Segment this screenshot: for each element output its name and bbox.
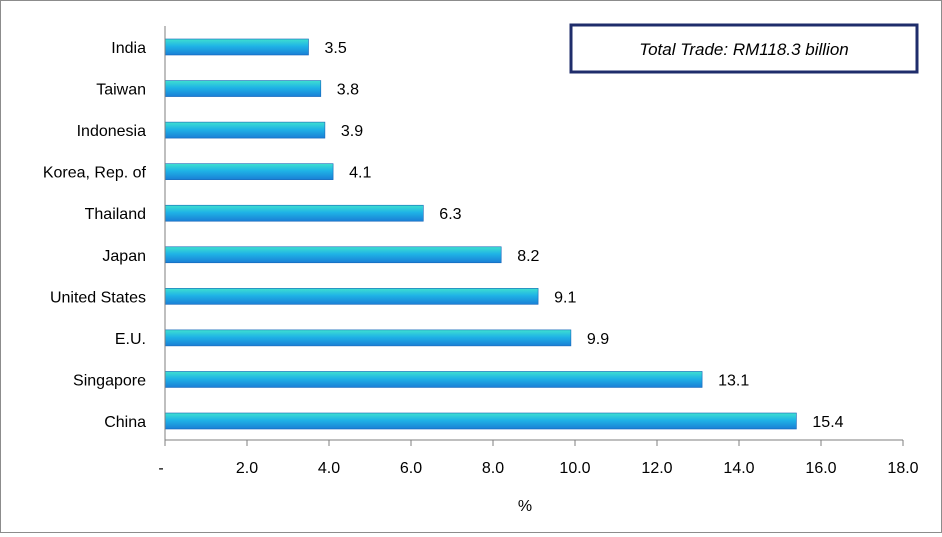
x-tick-label: 18.0: [887, 460, 918, 477]
category-label: China: [104, 414, 146, 431]
category-label: Singapore: [73, 372, 146, 389]
x-tick-label: 10.0: [559, 460, 590, 477]
bar: [164, 329, 572, 347]
category-label: Taiwan: [96, 82, 146, 99]
bar: [164, 80, 322, 97]
x-tick-label: 16.0: [805, 460, 836, 477]
data-labels: 3.5 3.8 3.9 4.1 6.3 8.2 9.1 9.9 13.1 15.4: [325, 40, 844, 431]
x-tick-label: 4.0: [318, 460, 340, 477]
bar: [164, 371, 703, 388]
x-tick-label: -: [158, 460, 163, 477]
data-label: 13.1: [718, 372, 749, 389]
data-label: 6.3: [439, 206, 461, 223]
data-label: 4.1: [349, 165, 371, 182]
category-label: Thailand: [85, 206, 146, 223]
x-tick-label: 2.0: [236, 460, 258, 477]
bar: [164, 412, 797, 430]
category-label: India: [111, 40, 146, 57]
bar-series: [164, 38, 797, 430]
bar: [164, 288, 539, 305]
data-label: 3.5: [325, 40, 347, 57]
x-tick-label: 12.0: [641, 460, 672, 477]
x-tick-label: 14.0: [723, 460, 754, 477]
category-labels: India Taiwan Indonesia Korea, Rep. of Thaila…: [43, 40, 147, 431]
data-label: 9.9: [587, 331, 609, 348]
category-label: Korea, Rep. of: [43, 165, 147, 182]
total-trade-annotation: Total Trade: RM118.3 billion: [639, 40, 848, 59]
data-label: 8.2: [517, 248, 539, 265]
bar: [164, 121, 326, 139]
bar: [164, 204, 424, 222]
category-label: Indonesia: [77, 123, 146, 140]
data-label: 9.1: [554, 289, 576, 306]
category-label: United States: [50, 289, 146, 306]
category-label: Japan: [102, 248, 146, 265]
data-label: 3.8: [337, 82, 359, 99]
data-label: 3.9: [341, 123, 363, 140]
x-tick-label: 8.0: [482, 460, 504, 477]
bar: [164, 163, 334, 180]
bar: [164, 246, 502, 264]
bar: [164, 38, 309, 56]
x-axis: - 2.0 4.0 6.0 8.0 10.0 12.0 14.0 16.0 18.0: [158, 26, 919, 477]
x-tick-label: 6.0: [400, 460, 422, 477]
data-label: 15.4: [812, 414, 843, 431]
annotation-box: Total Trade: RM118.3 billion: [569, 23, 919, 74]
category-label: E.U.: [115, 331, 146, 348]
x-axis-title: %: [518, 498, 532, 515]
